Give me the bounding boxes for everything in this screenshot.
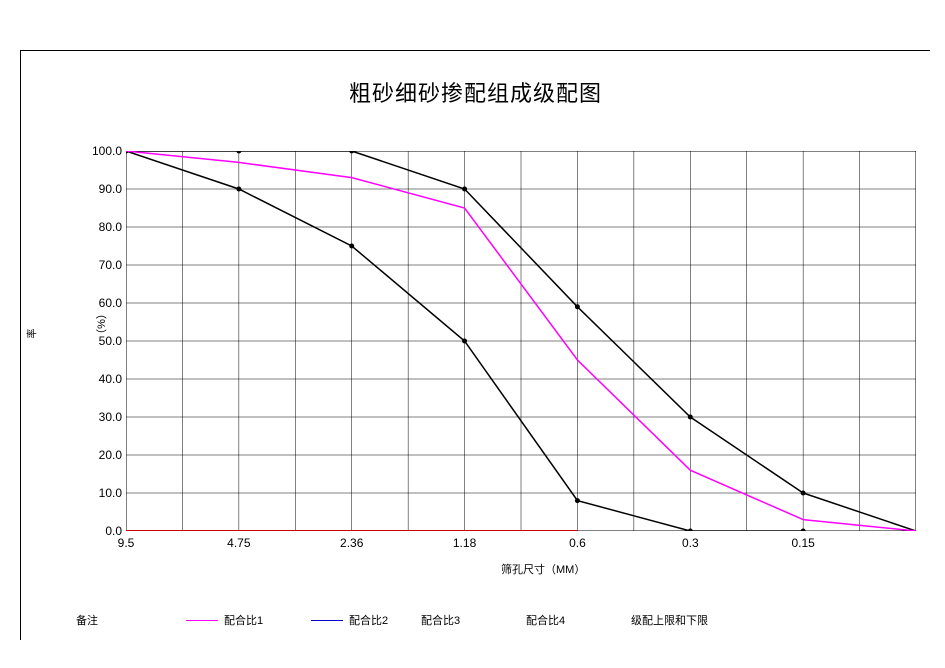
legend-label: 配合比4 bbox=[526, 612, 565, 628]
series-marker bbox=[688, 529, 693, 532]
y-axis-ticks: 0.010.020.030.040.050.060.070.080.090.01… bbox=[86, 151, 124, 531]
series-marker bbox=[801, 529, 806, 532]
legend: 备注 配合比1 配合比2 配合比3 配合比4 级配上限和下限 bbox=[76, 611, 926, 641]
x-tick: 0.3 bbox=[682, 536, 699, 550]
x-tick: 1.18 bbox=[453, 536, 476, 550]
legend-item: 配合比3 bbox=[421, 611, 460, 629]
x-tick: 0.6 bbox=[569, 536, 586, 550]
y-tick: 80.0 bbox=[99, 220, 122, 234]
legend-item: 配合比1 bbox=[186, 611, 263, 629]
chart-title: 粗砂细砂掺配组成级配图 bbox=[21, 76, 930, 108]
legend-item: 级配上限和下限 bbox=[631, 611, 708, 629]
x-tick: 2.36 bbox=[340, 536, 363, 550]
y-tick: 40.0 bbox=[99, 372, 122, 386]
x-axis-label: 筛孔尺寸（MM） bbox=[501, 561, 585, 577]
series-marker bbox=[236, 187, 241, 192]
y-tick: 30.0 bbox=[99, 410, 122, 424]
x-tick: 0.15 bbox=[791, 536, 814, 550]
y-tick: 100.0 bbox=[92, 144, 122, 158]
legend-note: 备注 bbox=[76, 611, 98, 629]
plot-svg bbox=[126, 151, 916, 531]
y-tick: 50.0 bbox=[99, 334, 122, 348]
y-tick: 90.0 bbox=[99, 182, 122, 196]
legend-label: 配合比3 bbox=[421, 612, 460, 628]
series-marker bbox=[688, 415, 693, 420]
y-tick: 60.0 bbox=[99, 296, 122, 310]
legend-item: 配合比4 bbox=[526, 611, 565, 629]
legend-label: 级配上限和下限 bbox=[631, 612, 708, 628]
x-tick: 9.5 bbox=[118, 536, 135, 550]
x-tick: 4.75 bbox=[227, 536, 250, 550]
y-axis-outer-label: 率 bbox=[24, 324, 39, 344]
legend-item: 配合比2 bbox=[311, 611, 388, 629]
plot-area bbox=[126, 151, 916, 531]
series-marker bbox=[575, 304, 580, 309]
series-marker bbox=[575, 498, 580, 503]
series-marker bbox=[462, 339, 467, 344]
series-marker bbox=[462, 187, 467, 192]
x-axis-ticks: 9.54.752.361.180.60.30.15 bbox=[126, 536, 916, 556]
series-marker bbox=[236, 151, 241, 154]
legend-swatch bbox=[311, 620, 343, 621]
chart-frame: 粗砂细砂掺配组成级配图 率 （%） 0.010.020.030.040.050.… bbox=[20, 50, 930, 640]
y-tick: 20.0 bbox=[99, 448, 122, 462]
y-tick: 10.0 bbox=[99, 486, 122, 500]
legend-swatch bbox=[186, 620, 218, 621]
series-marker bbox=[349, 151, 354, 154]
legend-label: 配合比1 bbox=[224, 612, 263, 628]
legend-label: 配合比2 bbox=[349, 612, 388, 628]
series-marker bbox=[349, 244, 354, 249]
y-tick: 70.0 bbox=[99, 258, 122, 272]
legend-note-label: 备注 bbox=[76, 612, 98, 628]
